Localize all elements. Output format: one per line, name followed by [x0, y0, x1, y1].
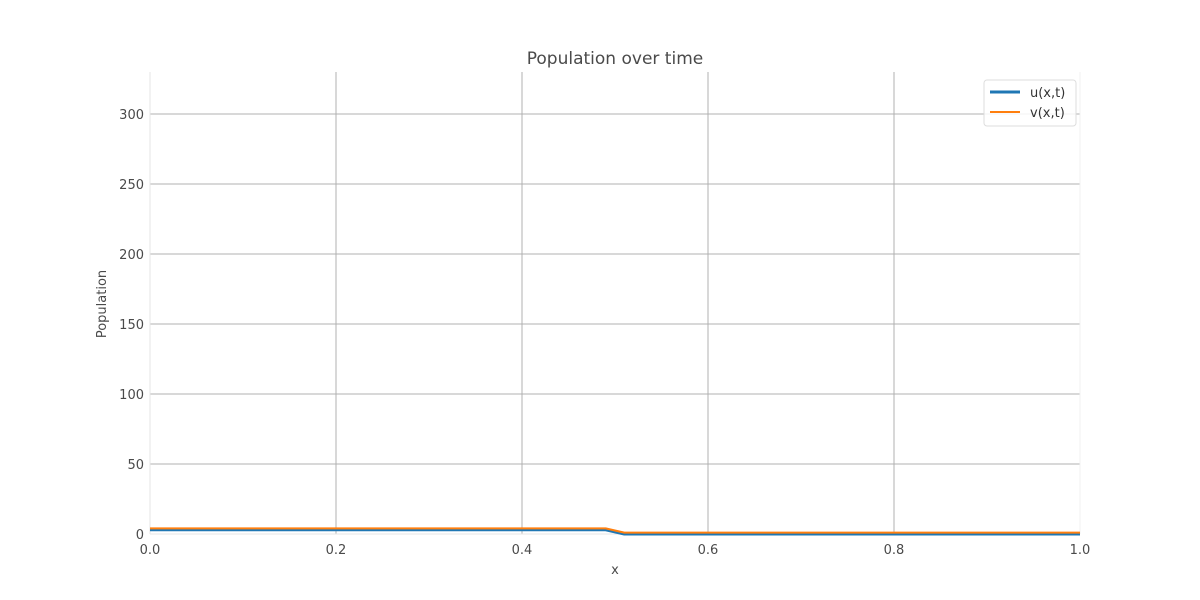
chart-title: Population over time [527, 49, 703, 69]
x-tick-label: 0.6 [698, 543, 719, 558]
x-axis-label: x [611, 563, 619, 578]
legend: u(x,t) v(x,t) [983, 79, 1077, 127]
y-tick-label: 100 [119, 388, 144, 403]
x-tick-label: 0.2 [326, 543, 347, 558]
series-line-v [150, 527, 1080, 534]
x-tick-label: 0.4 [512, 543, 533, 558]
grid-lines [149, 72, 1081, 535]
series-line-u [150, 528, 1080, 536]
y-tick-label: 250 [119, 178, 144, 193]
y-tick-label: 200 [119, 248, 144, 263]
legend-label-u: u(x,t) [1030, 86, 1065, 101]
x-tick-label: 0.8 [884, 543, 905, 558]
legend-label-v: v(x,t) [1030, 106, 1065, 121]
series-lines [150, 527, 1080, 536]
tick-labels: 0.0 0.2 0.4 0.6 0.8 1.0 0 50 100 150 200 250 300 [119, 108, 1090, 558]
x-tick-label: 0.0 [140, 543, 161, 558]
axes [149, 72, 1081, 535]
y-tick-label: 0 [136, 528, 144, 543]
y-axis-label: Population [95, 270, 110, 338]
y-tick-label: 150 [119, 318, 144, 333]
y-tick-label: 300 [119, 108, 144, 123]
y-tick-label: 50 [127, 458, 144, 473]
x-tick-label: 1.0 [1070, 543, 1091, 558]
